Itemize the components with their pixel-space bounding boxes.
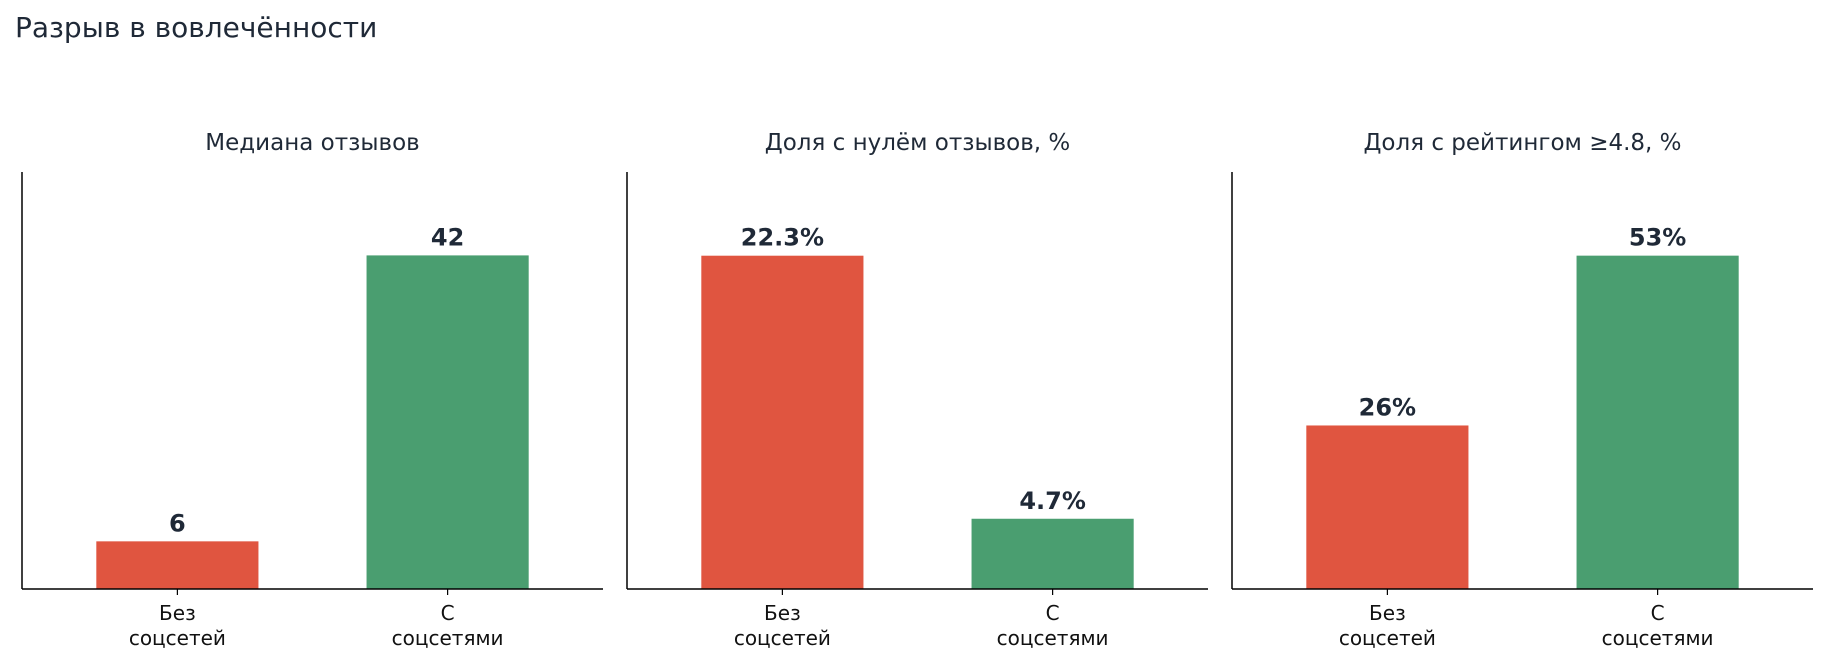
bar-without-social <box>96 541 259 589</box>
bar-value-label: 4.7% <box>1019 487 1086 515</box>
bar-with-social <box>971 518 1134 589</box>
panel-title: Медиана отзывов <box>205 130 419 156</box>
bar-value-label: 53% <box>1629 224 1686 252</box>
bar-without-social <box>701 255 864 590</box>
bar-with-social <box>366 255 529 589</box>
x-tick-label: Без соцсетей <box>1339 601 1436 650</box>
bar-value-label: 6 <box>169 509 186 537</box>
x-tick-label: Без соцсетей <box>129 601 226 650</box>
bar-value-label: 22.3% <box>741 224 824 252</box>
chart-panel-3: Доля с рейтингом ≥4.8, % 26% Без соцсетей 53… <box>1231 130 1813 650</box>
chart-suptitle: Разрыв в вовлечённости <box>15 11 378 44</box>
bar-with-social <box>1576 255 1739 589</box>
chart-panel-2: Доля с нулём отзывов, % 22.3% Без соцсетей 4… <box>626 130 1208 650</box>
bar-value-label: 42 <box>431 223 464 251</box>
panel-title: Доля с нулём отзывов, % <box>765 130 1071 156</box>
bar-value-label: 26% <box>1359 393 1416 421</box>
chart-panel-1: Медиана отзывов 6 Без соцсетей 42 С соцсетями <box>21 130 603 650</box>
panel-title: Доля с рейтингом ≥4.8, % <box>1363 130 1681 156</box>
bar-without-social <box>1306 425 1469 589</box>
x-tick-label: Без соцсетей <box>734 601 831 650</box>
